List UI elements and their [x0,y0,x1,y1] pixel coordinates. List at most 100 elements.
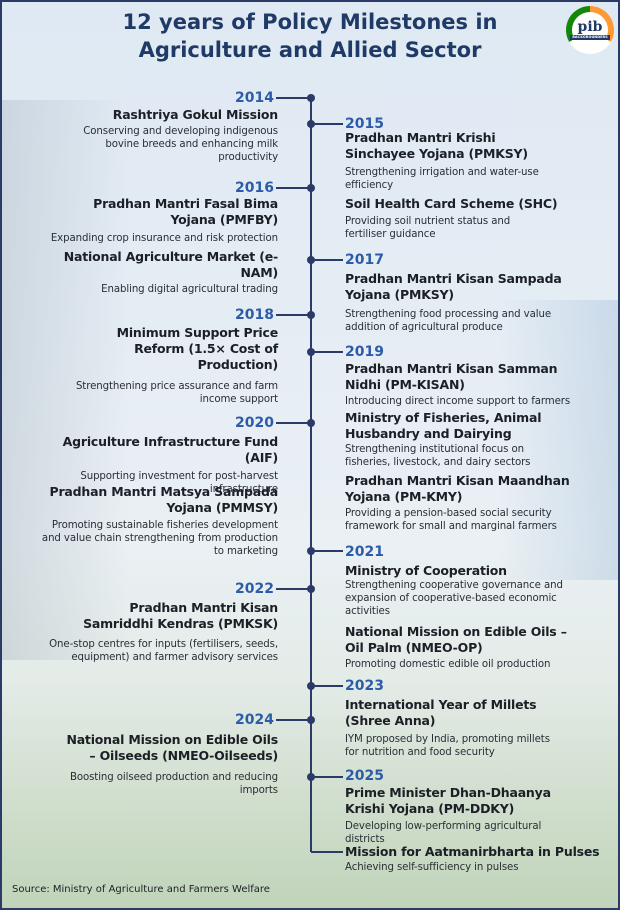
connector-2014 [276,97,310,99]
milestone-title: Pradhan Mantri Kisan Samman Nidhi (PM-KI… [345,361,558,392]
connector-2019 [311,351,343,353]
connector-2022 [276,588,310,590]
milestone-description: Expanding crop insurance and risk protec… [50,233,278,244]
milestone-msp: Minimum Support Price Reform (1.5× Cost … [60,325,278,406]
year-2015: 2015 [345,116,384,132]
milestone-title: Ministry of Cooperation [345,563,507,578]
year-2019: 2019 [345,344,384,360]
timeline-dot-2019 [307,348,315,356]
milestone-title: Minimum Support Price Reform (1.5× Cost … [116,325,279,372]
milestone-description: IYM proposed by India, promoting millets… [345,734,550,758]
milestone-pmddky: Prime Minister Dhan-Dhaanya Krishi Yojan… [345,785,560,846]
milestone-pmkmy: Pradhan Mantri Kisan Maandhan Yojana (PM… [345,473,570,533]
milestone-description: Strengthening cooperative governance and… [345,580,563,617]
year-2025: 2025 [345,768,384,784]
milestone-description: Boosting oilseed production and reducing… [69,772,278,796]
milestone-pmmsy: Pradhan Mantri Matsya Sampada Yojana (PM… [38,484,278,558]
year-2020: 2020 [235,415,274,431]
milestone-title: Pradhan Mantri Kisan Sampada Yojana (PMK… [345,271,562,302]
milestone-description: Achieving self-sufficiency in pulses [345,862,519,873]
milestone-enam: National Agriculture Market (e-NAM) Enab… [30,249,278,296]
year-2014: 2014 [235,90,274,106]
milestone-description: Developing low-performing agricultural d… [345,821,542,845]
milestone-description: Providing a pension-based social securit… [345,508,557,532]
connector-2016 [276,187,310,189]
timeline-dot-2017 [307,256,315,264]
pib-logo-subtitle: BACKGROUNDERS [570,35,610,40]
connector-2023 [311,685,343,687]
milestone-pmfby: Pradhan Mantri Fasal Bima Yojana (PMFBY)… [42,196,278,245]
milestone-description: Strengthening price assurance and farm i… [75,381,278,405]
milestone-title: Prime Minister Dhan-Dhaanya Krishi Yojan… [345,785,551,816]
page-title: 12 years of Policy Milestones in Agricul… [122,10,498,62]
year-2018: 2018 [235,307,274,323]
connector-pulses [311,851,343,853]
milestone-title: Agriculture Infrastructure Fund (AIF) [62,434,279,465]
connector-2017 [311,259,343,261]
connector-2025 [311,776,343,778]
milestone-title: Pradhan Mantri Kisan Samriddhi Kendras (… [83,600,278,631]
year-2021: 2021 [345,544,384,560]
milestone-title: Pradhan Mantri Matsya Sampada Yojana (PM… [49,484,279,515]
milestone-aif: Agriculture Infrastructure Fund (AIF) Su… [40,434,279,496]
milestone-description: Strengthening institutional focus on fis… [345,444,531,468]
connector-2020 [276,422,310,424]
milestone-description: Conserving and developing indigenous bov… [83,126,278,163]
milestone-description: Providing soil nutrient status and ferti… [345,216,511,240]
timeline-dot-2020 [307,419,315,427]
pib-logo-badge: pib BACKGROUNDERS [570,12,610,48]
milestone-title: Rashtriya Gokul Mission [112,107,278,122]
year-2023: 2023 [345,678,384,694]
timeline-dot-2022 [307,585,315,593]
background-wind-turbine [0,100,130,660]
connector-2018 [276,314,310,316]
milestone-title: National Mission on Edible Oils – Oilsee… [66,732,278,763]
milestone-title: Pradhan Mantri Krishi Sinchayee Yojana (… [345,130,528,161]
milestone-title: Pradhan Mantri Kisan Maandhan Yojana (PM… [345,473,570,504]
timeline-dot-2016 [307,184,315,192]
milestone-title: Soil Health Card Scheme (SHC) [345,196,558,211]
timeline-spine [310,95,312,852]
milestone-nmeo-oilseeds: National Mission on Edible Oils – Oilsee… [48,732,278,797]
pib-logo-mark: pib [577,19,603,35]
background-solar-panels [500,300,620,580]
pib-logo: pib BACKGROUNDERS [566,6,614,54]
milestone-pmksy: Pradhan Mantri Krishi Sinchayee Yojana (… [345,130,565,192]
timeline-dot-2021 [307,547,315,555]
milestone-title: National Mission on Edible Oils – Oil Pa… [345,624,567,655]
milestone-description: Strengthening food processing and value … [345,309,552,333]
milestone-gokul: Rashtriya Gokul Mission Conserving and d… [68,107,278,164]
milestone-title: National Agriculture Market (e-NAM) [63,249,278,280]
source-note: Source: Ministry of Agriculture and Farm… [12,884,270,895]
connector-2021 [311,550,343,552]
milestone-title: Pradhan Mantri Fasal Bima Yojana (PMFBY) [93,196,278,227]
milestone-description: Introducing direct income support to far… [345,396,571,407]
milestone-description: Enabling digital agricultural trading [101,284,278,295]
timeline-dot-2015 [307,120,315,128]
milestone-title: International Year of Millets (Shree Ann… [345,697,537,728]
timeline-dot-2025 [307,773,315,781]
milestone-title: Mission for Aatmanirbharta in Pulses [345,844,600,859]
milestone-description: Supporting investment for post-harvest i… [80,471,278,495]
milestone-description: Promoting domestic edible oil production [345,659,551,670]
milestone-fisheries: Ministry of Fisheries, Animal Husbandry … [345,410,565,469]
year-2016: 2016 [235,180,274,196]
milestone-pmkisan: Pradhan Mantri Kisan Samman Nidhi (PM-KI… [345,361,570,408]
milestone-sampada: Pradhan Mantri Kisan Sampada Yojana (PMK… [345,271,565,334]
timeline-dot-2018 [307,311,315,319]
milestone-title: Ministry of Fisheries, Animal Husbandry … [345,410,542,441]
timeline-dot-2014 [307,94,315,102]
connector-2015 [311,123,343,125]
timeline-dot-2023 [307,682,315,690]
milestone-shc: Soil Health Card Scheme (SHC) Providing … [345,196,565,241]
connector-2024 [276,719,310,721]
timeline-dot-2024 [307,716,315,724]
milestone-coop: Ministry of Cooperation Strengthening co… [345,563,577,618]
year-2022: 2022 [235,581,274,597]
milestone-description: Promoting sustainable fisheries developm… [41,520,278,557]
milestone-nmeo-op: National Mission on Edible Oils – Oil Pa… [345,624,577,671]
milestone-millets: International Year of Millets (Shree Ann… [345,697,555,759]
milestone-pmksk: Pradhan Mantri Kisan Samriddhi Kendras (… [38,600,278,664]
year-2024: 2024 [235,712,274,728]
year-2017: 2017 [345,252,384,268]
